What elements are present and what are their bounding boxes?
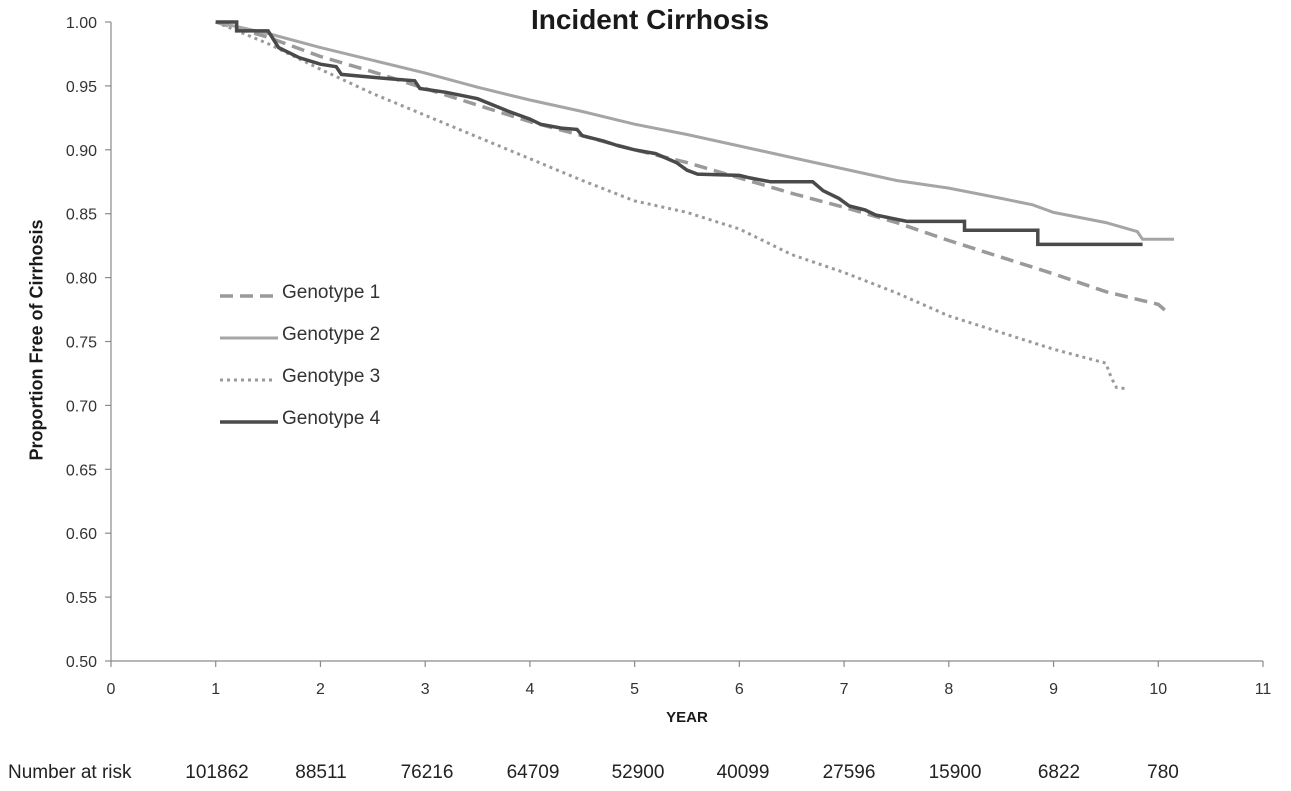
x-tick-label: 1: [211, 681, 220, 698]
legend-swatch-solid-light: [220, 336, 278, 340]
legend-label: Genotype 3: [282, 366, 381, 387]
legend-item-genotype-4: Genotype 4: [220, 408, 440, 450]
x-tick-label: 7: [840, 681, 849, 698]
y-tick-label: 0.70: [66, 398, 97, 415]
risk-value-year-10: 780: [1147, 762, 1179, 783]
legend-swatch-dashed: [220, 294, 276, 298]
legend-item-genotype-3: Genotype 3: [220, 366, 440, 408]
risk-value-year-7: 27596: [822, 762, 876, 783]
x-tick-label: 9: [1049, 681, 1058, 698]
risk-value-year-2: 88511: [295, 762, 347, 783]
y-tick-label: 0.50: [66, 654, 97, 671]
y-tick-label: 0.60: [66, 526, 97, 543]
axes: [105, 21, 1264, 667]
series-line-genotype-2: [215, 20, 1174, 241]
x-tick-label: 11: [1255, 681, 1272, 698]
y-tick-label: 0.95: [66, 79, 97, 96]
legend: Genotype 1 Genotype 2 Genotype 3 Genotyp…: [220, 282, 440, 450]
x-tick-label: 8: [944, 681, 953, 698]
legend-item-genotype-2: Genotype 2: [220, 324, 440, 366]
legend-label: Genotype 4: [282, 408, 381, 429]
risk-value-year-1: 101862: [185, 762, 249, 783]
series-line-genotype-1: [215, 20, 1170, 315]
series-line-genotype-4: [215, 20, 1143, 247]
y-tick-label: 0.65: [66, 462, 97, 479]
x-tick-label: 0: [107, 681, 116, 698]
number-at-risk-label: Number at risk: [8, 762, 132, 783]
y-tick-label: 1.00: [66, 15, 97, 32]
risk-value-year-6: 40099: [716, 762, 770, 783]
x-tick-label: 2: [316, 681, 325, 698]
x-tick-label: 6: [735, 681, 744, 698]
y-tick-label: 0.75: [66, 335, 97, 352]
legend-swatch-dotted: [220, 378, 276, 382]
legend-label: Genotype 2: [282, 324, 381, 345]
y-tick-label: 0.80: [66, 271, 97, 288]
y-tick-label: 0.90: [66, 143, 97, 160]
risk-value-year-4: 64709: [506, 762, 560, 783]
y-axis-label: Proportion Free of Cirrhosis: [26, 219, 47, 461]
risk-value-year-5: 52900: [611, 762, 665, 783]
legend-swatch-solid-dark: [220, 420, 278, 424]
risk-value-year-8: 15900: [928, 762, 982, 783]
legend-label: Genotype 1: [282, 282, 381, 303]
y-tick-label: 0.55: [66, 590, 97, 607]
x-tick-label: 5: [630, 681, 639, 698]
x-tick-label: 3: [421, 681, 430, 698]
risk-value-year-3: 76216: [400, 762, 454, 783]
legend-item-genotype-1: Genotype 1: [220, 282, 440, 324]
series-line-genotype-3: [215, 20, 1128, 391]
y-tick-label: 0.85: [66, 207, 97, 224]
tick-labels: 0.50 0.55 0.60 0.65 0.70 0.75 0.80 0.85 0.90 0.95…: [66, 15, 1272, 698]
chart-title: Incident Cirrhosis: [530, 4, 770, 35]
x-tick-label: 10: [1149, 681, 1167, 698]
x-axis-label: YEAR: [666, 709, 708, 726]
risk-value-year-9: 6822: [1037, 762, 1081, 783]
series-layer: [215, 20, 1174, 391]
x-tick-label: 4: [525, 681, 534, 698]
